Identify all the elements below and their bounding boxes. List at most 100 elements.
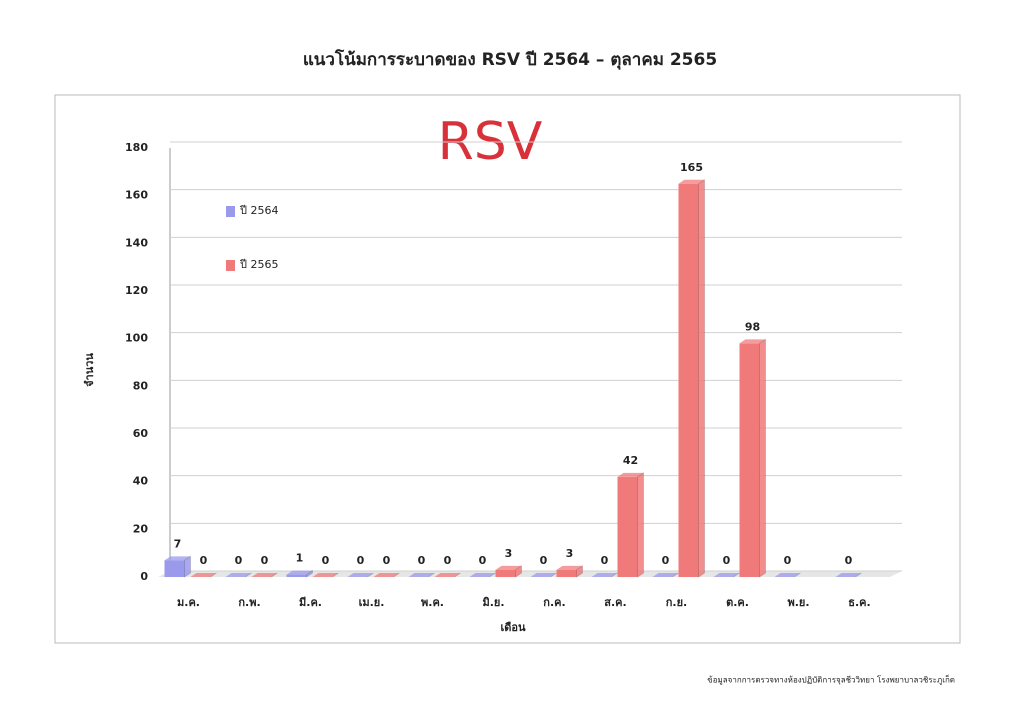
data-label: 0 (261, 554, 269, 567)
data-label: 165 (680, 161, 703, 174)
bar-top (713, 573, 740, 577)
bar (556, 569, 577, 577)
bar-side (367, 572, 374, 578)
bar-top (495, 565, 522, 570)
y-tick-label: 140 (125, 236, 148, 249)
bar-top (225, 573, 252, 577)
legend-swatch (226, 260, 235, 271)
y-tick-label: 80 (133, 379, 149, 392)
data-label: 0 (235, 554, 243, 567)
y-tick-label: 60 (133, 427, 149, 440)
bar-side (184, 555, 191, 578)
legend-label: ปี 2565 (239, 258, 279, 271)
data-label: 0 (479, 554, 487, 567)
x-tick-label: ธ.ค. (848, 596, 870, 609)
data-label: 0 (383, 554, 391, 567)
bar-side (515, 564, 522, 578)
bar-side (794, 572, 801, 578)
legend-label: ปี 2564 (239, 204, 279, 217)
bar-side (271, 572, 278, 578)
y-tick-label: 120 (125, 284, 148, 297)
x-tick-label: ม.ค. (177, 596, 200, 609)
bar-side (698, 178, 705, 578)
x-tick-label: ส.ค. (604, 596, 626, 609)
bar-side (637, 471, 644, 578)
data-label: 0 (322, 554, 330, 567)
bar-side (759, 338, 766, 578)
y-axis-label: จำนวน (83, 353, 96, 387)
chart-title: แนวโน้มการระบาดของ RSV ปี 2564 – ตุลาคม … (303, 49, 717, 70)
bar (678, 183, 699, 577)
bar-side (332, 572, 339, 578)
y-tick-label: 160 (125, 189, 148, 202)
bar-side (393, 572, 400, 578)
y-tick-label: 0 (140, 570, 148, 583)
bar-side (210, 572, 217, 578)
bar-top (835, 573, 862, 577)
chart-frame (54, 94, 961, 644)
x-tick-label: ต.ค. (726, 596, 749, 609)
data-label: 0 (540, 554, 548, 567)
bar-side (428, 572, 435, 578)
data-label: 42 (623, 454, 638, 467)
bar-top (373, 573, 400, 577)
source-note: ข้อมูลจากการตรวจทางห้องปฏิบัติการจุลชีวว… (707, 675, 955, 686)
data-label: 98 (745, 320, 760, 333)
bar-top (251, 573, 278, 577)
x-axis-label: เดือน (500, 621, 526, 634)
data-label: 7 (174, 537, 182, 550)
bar (739, 343, 760, 577)
bar-side (855, 572, 862, 578)
bar (286, 574, 307, 577)
y-tick-label: 180 (125, 141, 148, 154)
x-tick-label: ก.ย. (666, 596, 687, 609)
x-tick-label: เม.ย. (359, 596, 385, 609)
bar-top (190, 573, 217, 577)
data-label: 0 (845, 554, 853, 567)
legend-swatch (226, 206, 235, 217)
y-tick-label: 20 (133, 522, 149, 535)
bar-side (245, 572, 252, 578)
bar-side (306, 569, 313, 578)
y-tick-label: 40 (133, 475, 149, 488)
bar-side (454, 572, 461, 578)
bar-top (164, 556, 191, 561)
x-tick-label: พ.ย. (787, 596, 809, 609)
bar-top (556, 565, 583, 570)
bar-top (408, 573, 435, 577)
data-label: 3 (505, 547, 513, 560)
bar-top (774, 573, 801, 577)
x-tick-label: มิ.ย. (482, 596, 504, 609)
bar-top (434, 573, 461, 577)
data-label: 0 (662, 554, 670, 567)
data-label: 0 (357, 554, 365, 567)
bar (164, 560, 185, 577)
bar-top (617, 472, 644, 477)
bar-top (312, 573, 339, 577)
bar-top (591, 573, 618, 577)
bar-top (678, 179, 705, 184)
bar-side (576, 564, 583, 578)
bar-top (347, 573, 374, 577)
data-label: 0 (200, 554, 208, 567)
x-tick-label: ก.ค. (543, 596, 565, 609)
data-label: 1 (296, 552, 304, 565)
data-label: 0 (444, 554, 452, 567)
data-label: 0 (601, 554, 609, 567)
data-label: 0 (784, 554, 792, 567)
y-tick-label: 100 (125, 332, 148, 345)
data-label: 0 (418, 554, 426, 567)
x-tick-label: พ.ค. (421, 596, 444, 609)
data-label: 3 (566, 547, 574, 560)
bar-top (286, 570, 313, 575)
data-label: 0 (723, 554, 731, 567)
bar (617, 476, 638, 577)
bar-top (530, 573, 557, 577)
bar-top (469, 573, 496, 577)
bar (495, 569, 516, 577)
x-tick-label: มี.ค. (299, 596, 322, 609)
x-tick-label: ก.พ. (238, 596, 260, 609)
bar-top (652, 573, 679, 577)
